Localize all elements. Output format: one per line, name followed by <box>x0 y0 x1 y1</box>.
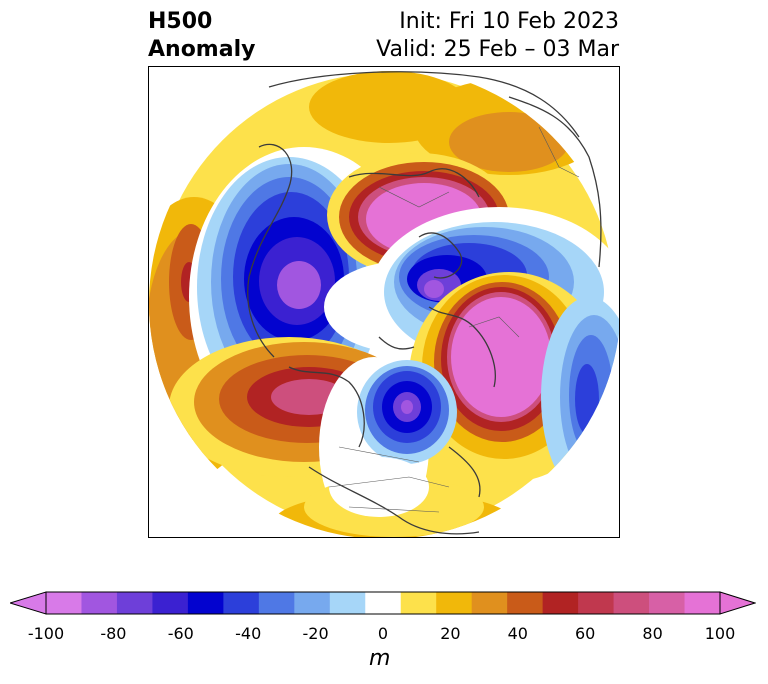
colorbar-tick-label: 80 <box>642 624 663 643</box>
colorbar-cell <box>81 592 118 614</box>
colorbar-cell <box>471 592 508 614</box>
colorbar-cell <box>578 592 615 614</box>
colorbar-tick-label: 0 <box>377 624 389 643</box>
colorbar-tick-label: 20 <box>440 624 461 643</box>
colorbar-tick-label: 60 <box>575 624 596 643</box>
coastlines <box>247 71 602 535</box>
colorbar-cell <box>116 592 153 614</box>
colorbar-cells <box>46 592 721 614</box>
colorbar-extend-max <box>719 591 756 615</box>
colorbar-cell <box>542 592 579 614</box>
colorbar-cell <box>223 592 260 614</box>
political-borders <box>328 126 580 513</box>
colorbar-tick-label: 100 <box>704 624 736 643</box>
colorbar-tick-label: -40 <box>235 624 262 643</box>
colorbar-cell <box>613 592 650 614</box>
colorbar-cell <box>649 592 686 614</box>
title-anomaly: Anomaly <box>148 37 256 62</box>
colorbar-units: m <box>369 646 391 671</box>
title-variable: H500 <box>148 9 213 34</box>
colorbar-cell <box>294 592 331 614</box>
colorbar-tick-label: -100 <box>27 624 65 643</box>
colorbar-cell <box>365 592 402 614</box>
colorbar <box>10 591 756 615</box>
colorbar-cell <box>684 592 721 614</box>
colorbar-cell <box>258 592 295 614</box>
valid-date-label: Valid: 25 Feb – 03 Mar <box>376 37 619 62</box>
colorbar-cell <box>46 592 82 614</box>
init-date-label: Init: Fri 10 Feb 2023 <box>399 9 619 34</box>
colorbar-cell <box>507 592 544 614</box>
colorbar-tick-label: -80 <box>100 624 127 643</box>
colorbar-tick-label: 40 <box>507 624 528 643</box>
colorbar-cell <box>329 592 366 614</box>
colorbar-extend-min <box>10 591 47 615</box>
colorbar-cell <box>152 592 189 614</box>
colorbar-tick-label: -20 <box>302 624 329 643</box>
colorbar-cell <box>187 592 224 614</box>
map-panel <box>148 66 620 538</box>
colorbar-cell <box>436 592 473 614</box>
colorbar-cell <box>400 592 437 614</box>
colorbar-tick-label: -60 <box>167 624 194 643</box>
anomaly-map <box>149 67 619 537</box>
